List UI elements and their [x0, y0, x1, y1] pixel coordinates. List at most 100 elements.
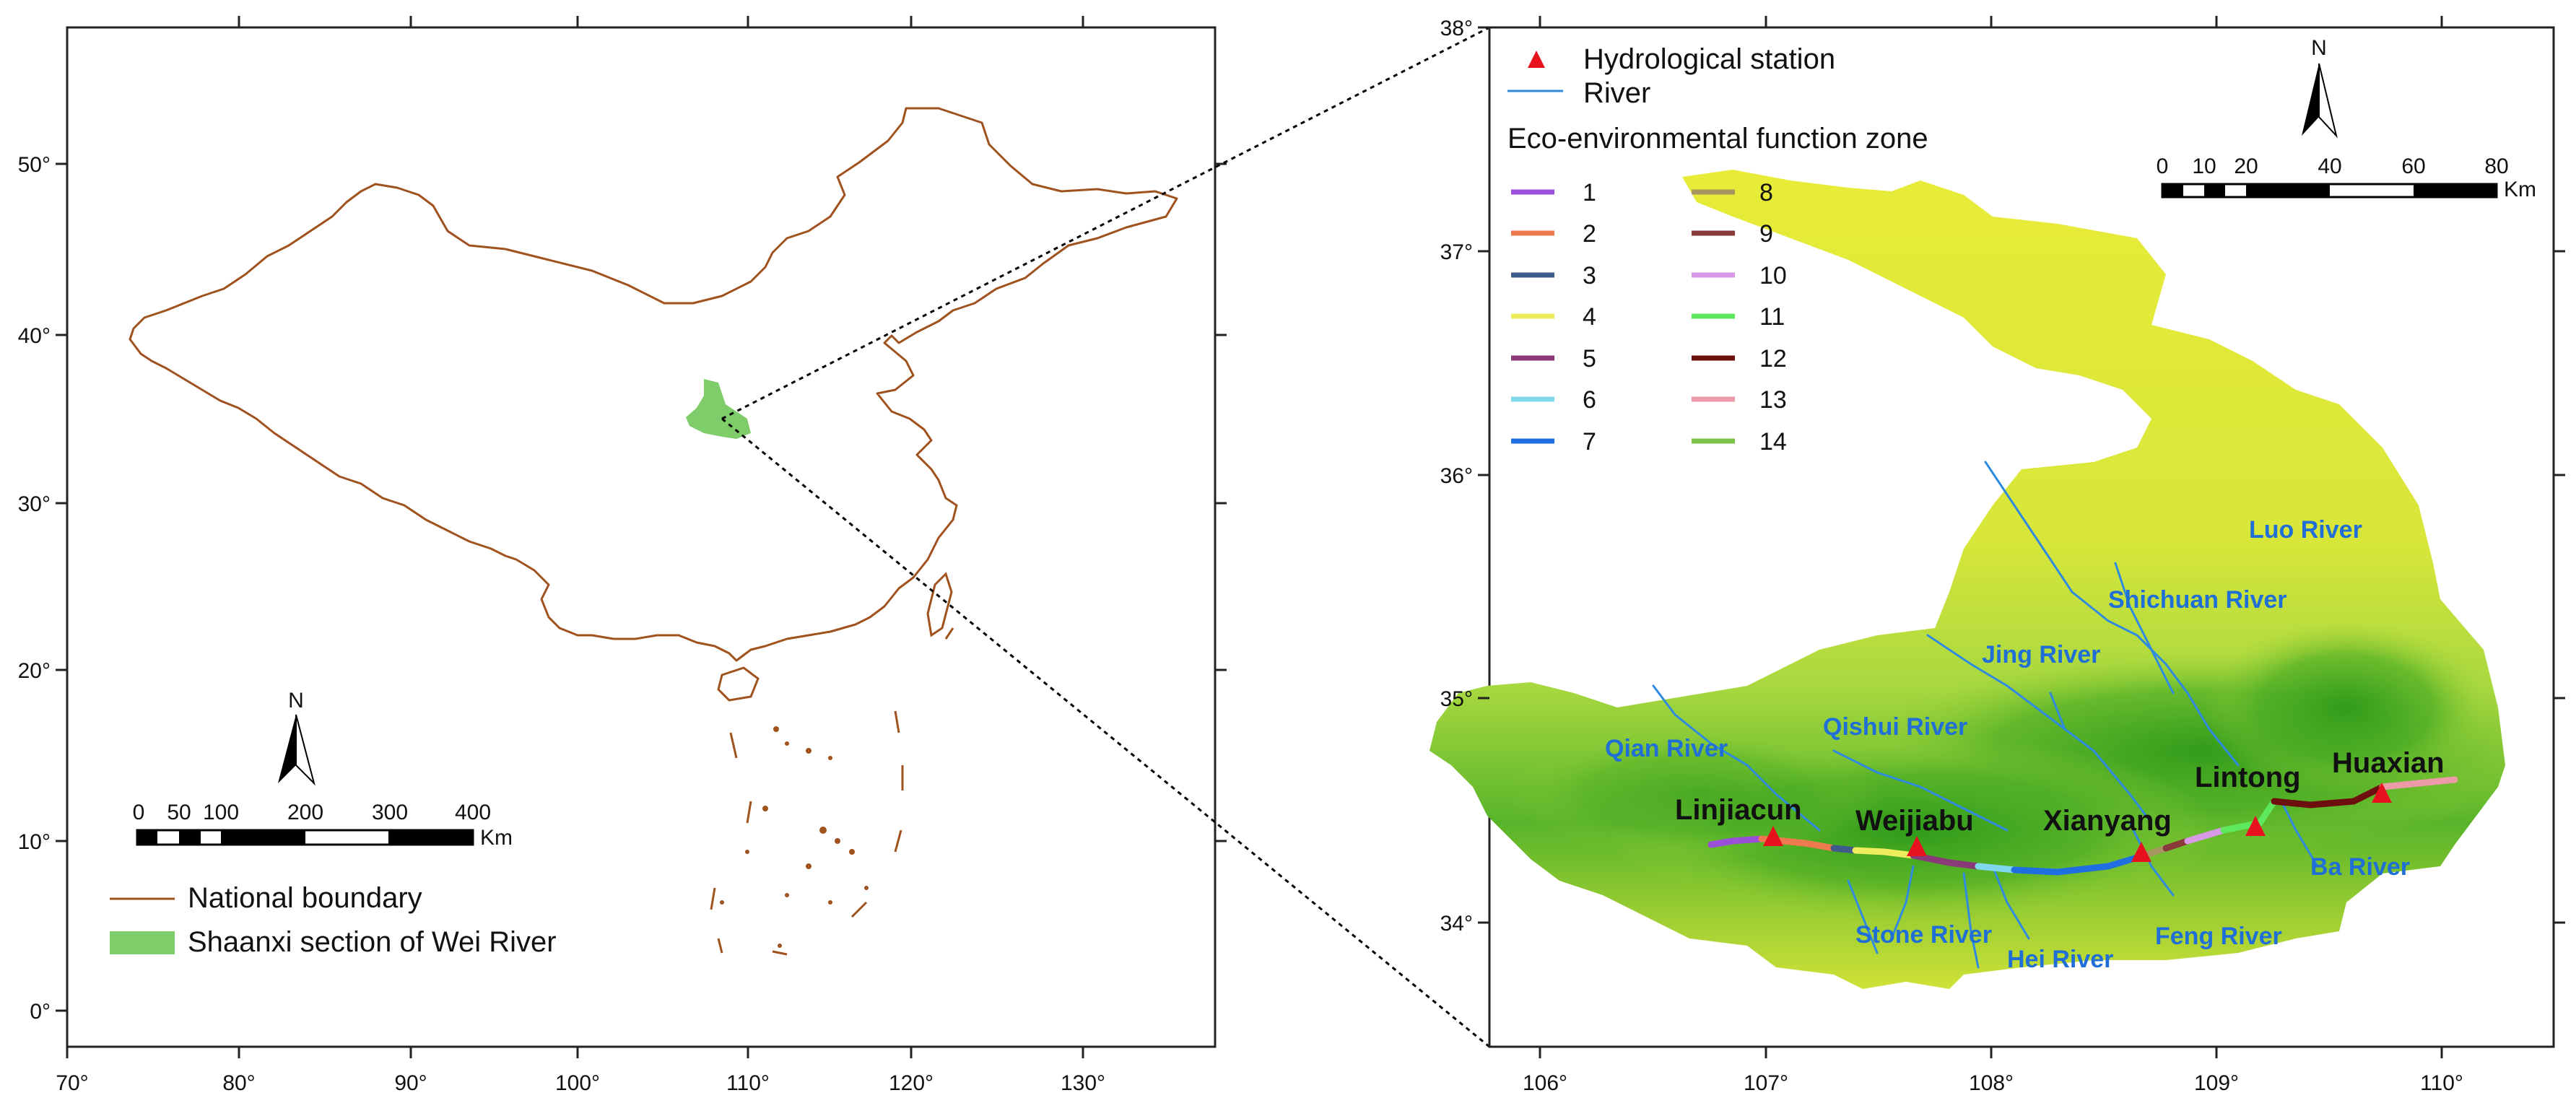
right-x-tick: 108°: [1969, 1071, 2014, 1095]
left-scale-label: 400: [455, 801, 491, 824]
right-scale-unit: Km: [2504, 178, 2536, 201]
station-label-linjiacun: Linjiacun: [1675, 794, 1802, 826]
station-label-huaxian: Huaxian: [2332, 747, 2445, 779]
left-x-tick: 80°: [222, 1071, 255, 1095]
legend-zone-label: 6: [1583, 386, 1596, 414]
svg-text:N: N: [2311, 36, 2327, 60]
left-x-tick: 130°: [1061, 1071, 1105, 1095]
right-scale-label: 40: [2318, 154, 2341, 178]
left-map-frame: [66, 26, 1217, 1048]
legend-zone-label: 12: [1759, 345, 1787, 372]
left-y-tick: 10°: [18, 830, 51, 854]
right-north-arrow-icon: N: [2302, 36, 2338, 139]
left-y-tick: 30°: [18, 492, 51, 516]
legend-shaanxi-swatch: [110, 931, 175, 954]
right-scale-label: 0: [2157, 154, 2169, 178]
right-scale-label: 10: [2192, 154, 2216, 178]
hainan-island: [717, 666, 760, 702]
left-scale-label: 100: [203, 801, 239, 824]
right-x-tick: 110°: [2420, 1071, 2463, 1095]
river-label-feng: Feng River: [2155, 923, 2282, 950]
station-label-lintong: Lintong: [2195, 762, 2301, 793]
station-marker: [2372, 783, 2392, 803]
legend-zone-label: 5: [1583, 345, 1596, 372]
left-map-y-tick-labels: 0° 10° 20° 30° 40° 50°: [18, 153, 51, 1024]
zoom-connectors: [721, 26, 1490, 1048]
river-label-qian: Qian River: [1605, 735, 1728, 762]
legend-zone-label: 4: [1583, 303, 1596, 331]
legend-zone-label: 3: [1583, 262, 1596, 289]
left-x-tick: 100°: [555, 1071, 600, 1095]
right-x-tick: 109°: [2194, 1071, 2239, 1095]
china-boundary: [129, 107, 1178, 662]
legend-zone-label: 13: [1759, 386, 1787, 414]
left-y-tick: 50°: [18, 153, 51, 177]
left-north-arrow-icon: N: [278, 689, 316, 786]
left-map-x-tick-labels: 70° 80° 90° 100° 110° 120° 130°: [56, 1071, 1105, 1095]
right-y-tick: 35°: [1440, 687, 1473, 711]
station-labels: Linjiacun Weijiabu Xianyang Lintong Huax…: [1675, 747, 2445, 837]
river-label-ba: Ba River: [2310, 853, 2410, 881]
left-map-ticks: [56, 16, 1227, 1058]
wei-river-zones: [1707, 776, 2458, 876]
right-y-tick: 38°: [1440, 17, 1473, 40]
left-scale-label: 200: [287, 801, 323, 824]
river-label-jing: Jing River: [1982, 641, 2100, 668]
river-label-luo: Luo River: [2249, 516, 2362, 544]
left-scale-unit: Km: [480, 826, 513, 850]
legend-zone-label: 9: [1759, 220, 1773, 248]
left-scale-label: 50: [167, 801, 191, 824]
left-y-tick: 0°: [30, 1000, 51, 1024]
river-label-stone: Stone River: [1855, 921, 1992, 949]
left-legend: National boundary Shaanxi section of Wei…: [110, 882, 557, 958]
left-scale-bar: 0 50 100 200 300 400 Km: [133, 801, 513, 850]
right-x-tick: 106°: [1523, 1071, 1567, 1095]
legend-zone-label: 11: [1759, 303, 1785, 331]
right-map-y-tick-labels: 34° 35° 36° 37° 38°: [1440, 17, 1473, 936]
legend-station-label: Hydrological station: [1583, 43, 1835, 75]
station-marker: [1763, 826, 1783, 846]
river-label-qishui: Qishui River: [1823, 713, 1967, 741]
legend-zone-label: 8: [1759, 179, 1773, 206]
right-y-tick: 37°: [1440, 240, 1473, 264]
legend-zone-label: 10: [1759, 262, 1787, 289]
stations: [1763, 783, 2392, 862]
left-x-tick: 110°: [726, 1071, 770, 1095]
right-y-tick: 36°: [1440, 464, 1473, 488]
right-scale-label: 80: [2484, 154, 2508, 178]
left-x-tick: 70°: [56, 1071, 88, 1095]
south-sea-islands: [720, 726, 869, 948]
station-marker: [2131, 842, 2151, 862]
right-y-tick: 34°: [1440, 912, 1473, 936]
station-label-weijiabu: Weijiabu: [1855, 805, 1974, 837]
station-marker: [1907, 836, 1927, 856]
legend-zone-label: 7: [1583, 428, 1596, 456]
legend-zone-label: 14: [1759, 428, 1787, 456]
river-label-shichuan: Shichuan River: [2108, 586, 2287, 614]
legend-river-label: River: [1583, 77, 1650, 109]
right-legend: Hydrological station River Eco-environme…: [1507, 43, 1928, 456]
legend-zone-title: Eco-environmental function zone: [1507, 123, 1928, 154]
right-map: Linjiacun Weijiabu Xianyang Lintong Huax…: [1430, 16, 2565, 1095]
svg-text:N: N: [288, 689, 304, 713]
left-scale-label: 0: [133, 801, 145, 824]
shaanxi-wei-region: [686, 379, 751, 439]
right-map-ticks: [1478, 16, 2565, 1058]
south-sea-dashes: [710, 627, 954, 956]
left-map: 70° 80° 90° 100° 110° 120° 130° 0° 10° 2…: [18, 16, 1227, 1095]
right-map-x-tick-labels: 106° 107° 108° 109° 110°: [1523, 1071, 2463, 1095]
tributary-rivers: [1652, 461, 2319, 969]
right-x-tick: 107°: [1744, 1071, 1788, 1095]
taiwan-island: [926, 572, 953, 637]
left-x-tick: 120°: [889, 1071, 934, 1095]
legend-station-icon: [1528, 51, 1545, 68]
left-y-tick: 20°: [18, 659, 51, 683]
legend-zone-label: 1: [1583, 179, 1596, 206]
station-marker: [2245, 816, 2266, 836]
river-label-hei: Hei River: [2007, 946, 2113, 973]
right-scale-label: 20: [2234, 154, 2258, 178]
left-y-tick: 40°: [18, 324, 51, 348]
left-x-tick: 90°: [394, 1071, 427, 1095]
legend-boundary-label: National boundary: [188, 882, 422, 914]
